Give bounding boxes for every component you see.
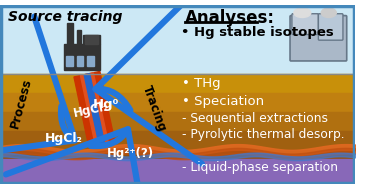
Bar xyxy=(0,131,355,150)
Text: Tracing: Tracing xyxy=(139,83,168,133)
Text: Hg⁰: Hg⁰ xyxy=(92,98,119,111)
Text: Process: Process xyxy=(8,77,34,130)
Text: - Liquid-phase separation: - Liquid-phase separation xyxy=(182,161,338,174)
Text: - Sequential extractions: - Sequential extractions xyxy=(182,112,328,125)
Polygon shape xyxy=(83,35,100,44)
FancyArrowPatch shape xyxy=(96,0,202,164)
Text: • Speciation: • Speciation xyxy=(182,95,264,108)
Bar xyxy=(0,5,355,74)
FancyArrowPatch shape xyxy=(0,17,75,158)
Bar xyxy=(0,150,355,159)
Text: Hg²⁺(?): Hg²⁺(?) xyxy=(107,147,154,160)
Bar xyxy=(66,56,73,66)
Text: • Hg stable isotopes: • Hg stable isotopes xyxy=(181,26,334,39)
FancyBboxPatch shape xyxy=(318,14,343,40)
FancyArrowPatch shape xyxy=(6,129,150,189)
Text: Analyses:: Analyses: xyxy=(185,9,275,27)
Bar xyxy=(64,44,100,70)
Text: - Pyrolytic thermal desorp.: - Pyrolytic thermal desorp. xyxy=(182,128,345,141)
Bar xyxy=(77,56,83,66)
Bar xyxy=(67,23,73,44)
Polygon shape xyxy=(74,71,115,148)
Polygon shape xyxy=(84,74,105,146)
Text: HgCl₂: HgCl₂ xyxy=(72,99,110,120)
Ellipse shape xyxy=(294,8,311,18)
Bar xyxy=(0,74,355,93)
Polygon shape xyxy=(80,73,109,146)
Bar xyxy=(77,30,81,44)
Bar xyxy=(0,112,355,131)
Bar xyxy=(85,35,98,44)
Text: HgCl₂: HgCl₂ xyxy=(45,132,83,145)
Bar xyxy=(0,159,355,184)
Text: Source tracing: Source tracing xyxy=(8,10,122,24)
Ellipse shape xyxy=(321,8,336,18)
FancyBboxPatch shape xyxy=(290,16,347,61)
FancyBboxPatch shape xyxy=(292,14,318,35)
Bar xyxy=(0,93,355,112)
Bar xyxy=(87,56,94,66)
Text: • THg: • THg xyxy=(182,77,221,90)
